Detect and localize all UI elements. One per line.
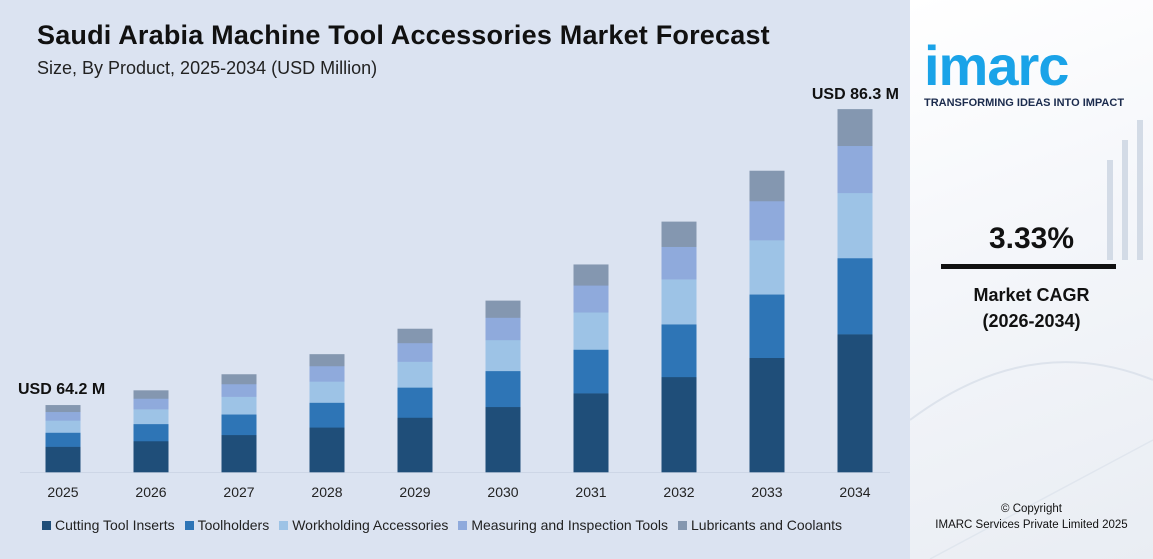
copyright: © Copyright IMARC Services Private Limit… [910, 501, 1153, 533]
chart-subtitle: Size, By Product, 2025-2034 (USD Million… [37, 58, 378, 78]
cagr-divider [941, 264, 1116, 269]
legend-label: Cutting Tool Inserts [55, 517, 175, 533]
imarc-logo: imarc [924, 34, 1069, 97]
bar-segment-2030-2 [485, 339, 521, 372]
bar-segment-2030-4 [485, 300, 521, 318]
legend-item: Workholding Accessories [279, 517, 448, 533]
bar-segment-2030-3 [485, 317, 521, 341]
bar-segment-2026-4 [133, 390, 169, 399]
legend-swatch [42, 520, 51, 530]
decorative-background-graphic [910, 120, 1153, 559]
bar-segment-2025-4 [45, 405, 81, 413]
stacked-bar-plot: 2025 USD 64.2 M 2026 2027 2028 2029 2030 2031 20… [18, 86, 899, 500]
bar-segment-2027-1 [221, 414, 257, 436]
bar-segment-2031-0 [573, 393, 609, 473]
bar-segment-2032-2 [661, 279, 697, 325]
bar-segment-2028-0 [309, 427, 345, 473]
bar-segment-2028-3 [309, 365, 345, 382]
cagr-label-text: Market CAGR [973, 285, 1090, 305]
bar-segment-2028-1 [309, 402, 345, 428]
bar-segment-2034-0 [837, 334, 873, 473]
company-name: IMARC Services Private Limited 2025 [935, 519, 1128, 531]
bar-segment-2032-4 [661, 221, 697, 247]
bar-segment-2027-4 [221, 374, 257, 385]
data-label-2034: USD 86.3 M [812, 86, 899, 103]
legend-swatch [678, 520, 688, 530]
x-tick-label: 2034 [839, 484, 870, 500]
cagr-value: 3.33% [988, 222, 1075, 255]
bar-segment-2025-0 [45, 446, 81, 473]
chart-area: Saudi Arabia Machine Tool Accessories Ma… [0, 0, 910, 559]
legend-item: Cutting Tool Inserts [42, 517, 175, 533]
x-tick-label: 2030 [487, 484, 518, 500]
legend-label: Toolholders [197, 517, 270, 533]
bar-segment-2029-1 [397, 387, 433, 418]
legend-swatch [458, 520, 468, 530]
x-tick-label: 2029 [399, 484, 430, 500]
copyright-text: © Copyright [1001, 503, 1062, 515]
bar-segment-2033-1 [749, 294, 785, 358]
legend-item: Toolholders [184, 517, 270, 533]
legend-label: Lubricants and Coolants [691, 517, 843, 533]
bar-segment-2034-2 [837, 192, 873, 259]
cagr-period: (2026-2034) [982, 311, 1081, 331]
legend-item: Lubricants and Coolants [678, 517, 842, 533]
bar-segment-2030-0 [485, 406, 521, 473]
chart-title: Saudi Arabia Machine Tool Accessories Ma… [37, 20, 770, 50]
bar-segment-2029-2 [397, 361, 433, 388]
bar-segment-2034-1 [837, 257, 873, 335]
x-tick-label: 2032 [663, 484, 694, 500]
bar-segment-2027-3 [221, 383, 257, 397]
legend-item: Measuring and Inspection Tools [458, 517, 668, 533]
bar-segment-2031-1 [573, 349, 609, 394]
x-tick-label: 2033 [751, 484, 782, 500]
bar-segment-2026-2 [133, 409, 169, 425]
legend-swatch [184, 520, 194, 530]
cagr-label: Market CAGR (2026-2034) [910, 282, 1153, 334]
x-tick-label: 2025 [47, 484, 78, 500]
legend-label: Workholding Accessories [292, 517, 449, 533]
x-tick-label: 2027 [223, 484, 254, 500]
legend-swatch [279, 520, 289, 530]
bar-segment-2033-3 [749, 200, 785, 241]
bar-segment-2031-4 [573, 264, 609, 286]
bar-segment-2034-3 [837, 145, 873, 194]
x-tick-label: 2026 [135, 484, 166, 500]
bar-segment-2027-0 [221, 434, 257, 473]
bar-segment-2025-3 [45, 411, 81, 421]
bar-segment-2026-3 [133, 398, 169, 410]
bar-segment-2031-2 [573, 312, 609, 350]
bar-segment-2032-3 [661, 246, 697, 280]
x-tick-label: 2031 [575, 484, 606, 500]
bar-segment-2030-1 [485, 370, 521, 408]
bar-segment-2028-4 [309, 354, 345, 367]
bar-segment-2033-4 [749, 170, 785, 202]
legend-label: Measuring and Inspection Tools [471, 517, 669, 533]
data-label-2025: USD 64.2 M [18, 381, 105, 398]
bar-segment-2025-1 [45, 432, 81, 447]
x-tick-label: 2028 [311, 484, 342, 500]
bar-segment-2032-0 [661, 376, 697, 473]
bar-segment-2034-4 [837, 109, 873, 147]
bar-segment-2032-1 [661, 324, 697, 378]
bar-segment-2033-2 [749, 240, 785, 295]
legend: Cutting Tool Inserts Toolholders Workholdi… [42, 517, 842, 533]
bar-segment-2033-0 [749, 357, 785, 473]
logo-tagline: TRANSFORMING IDEAS INTO IMPACT [924, 97, 1125, 109]
bar-segment-2028-2 [309, 381, 345, 403]
bar-segment-2029-3 [397, 342, 433, 362]
side-panel: imarc TRANSFORMING IDEAS INTO IMPACT 3.3… [910, 0, 1153, 559]
bar-segment-2026-1 [133, 423, 169, 442]
bar-segment-2027-2 [221, 396, 257, 415]
bar-segment-2025-2 [45, 420, 81, 433]
bar-segment-2026-0 [133, 440, 169, 473]
bar-segment-2031-3 [573, 285, 609, 313]
bar-segment-2029-0 [397, 417, 433, 473]
bar-segment-2029-4 [397, 328, 433, 344]
